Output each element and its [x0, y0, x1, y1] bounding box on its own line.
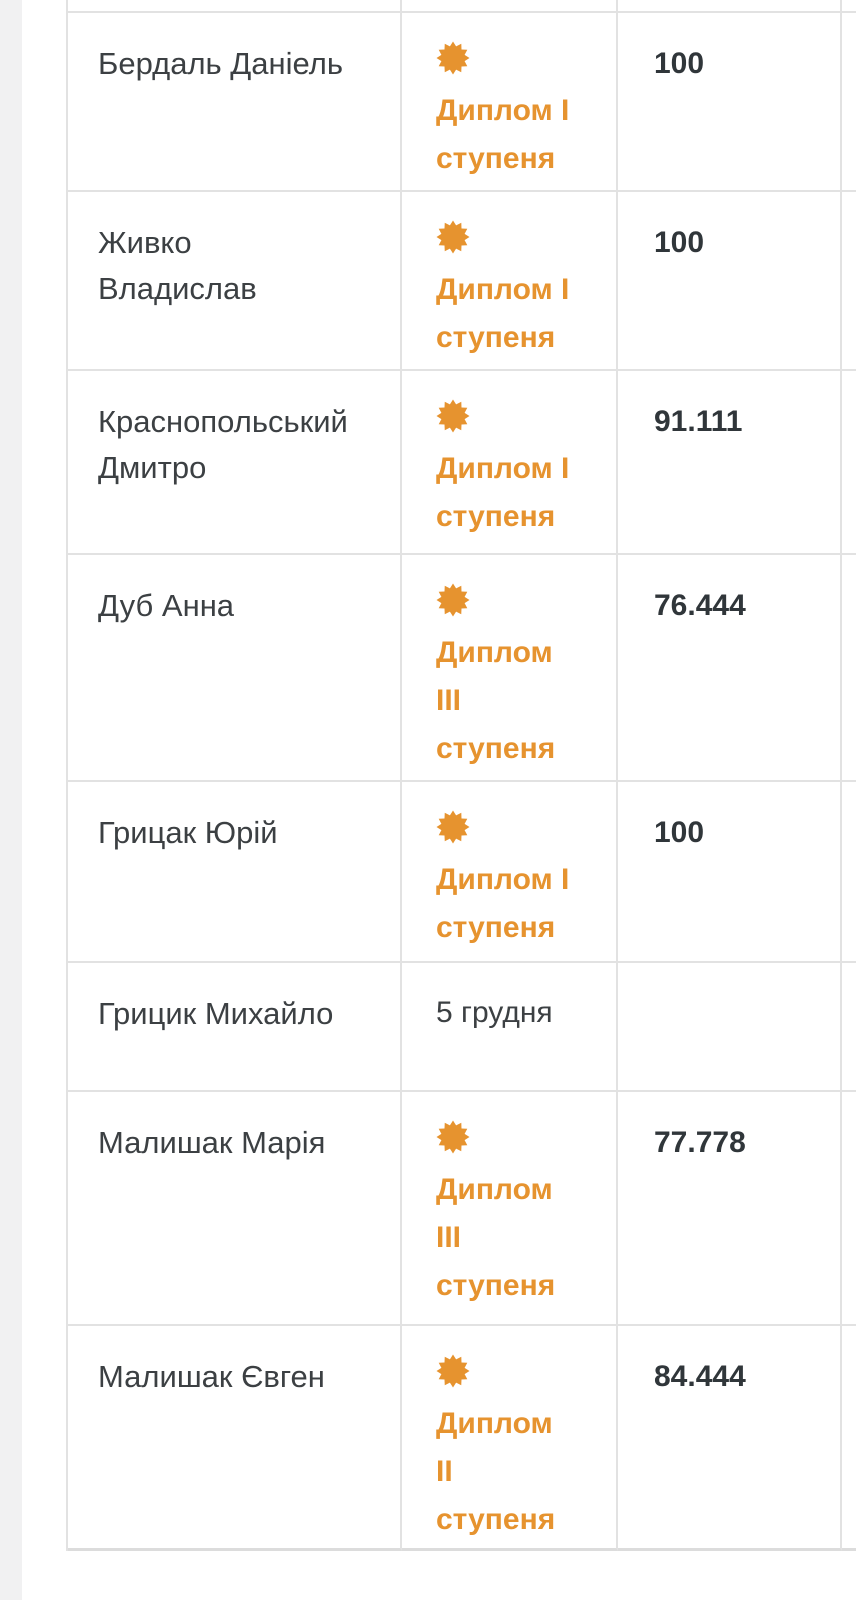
award-seal-icon	[436, 41, 470, 75]
award-seal-icon	[436, 399, 470, 433]
extra-cell	[842, 13, 856, 192]
score-cell: 100	[618, 192, 842, 371]
partial-row-cell	[68, 0, 402, 13]
partial-row-cell	[618, 0, 842, 13]
award-link[interactable]: Диплом І ступеня	[436, 94, 570, 175]
award-cell: Диплом ІІ ступеня	[402, 1326, 618, 1551]
score-cell: 76.444	[618, 555, 842, 782]
award-link[interactable]: Диплом І ступеня	[436, 863, 570, 944]
award-link[interactable]: Диплом ІІІ ступеня	[436, 1173, 556, 1302]
extra-cell	[842, 782, 856, 963]
award-seal-icon	[436, 1354, 470, 1388]
student-name-cell: Грицик Михайло	[68, 963, 402, 1092]
award-seal-icon	[436, 1120, 470, 1154]
award-date-text: 5 грудня	[436, 996, 553, 1029]
extra-cell	[842, 1092, 856, 1326]
award-seal-icon	[436, 583, 470, 617]
award-cell: Диплом І ступеня	[402, 371, 618, 555]
score-cell: 100	[618, 13, 842, 192]
score-cell: 77.778	[618, 1092, 842, 1326]
extra-cell	[842, 555, 856, 782]
award-cell: Диплом І ступеня	[402, 13, 618, 192]
student-name-cell: Живко Владислав	[68, 192, 402, 371]
award-link[interactable]: Диплом ІІІ ступеня	[436, 636, 556, 765]
award-link[interactable]: Диплом ІІ ступеня	[436, 1407, 556, 1536]
partial-row-cell	[842, 0, 856, 13]
score-cell: 84.444	[618, 1326, 842, 1551]
award-cell: Диплом І ступеня	[402, 782, 618, 963]
score-cell	[618, 963, 842, 1092]
award-link[interactable]: Диплом І ступеня	[436, 452, 570, 533]
student-name-cell: Малишак Євген	[68, 1326, 402, 1551]
award-cell: Диплом І ступеня	[402, 192, 618, 371]
award-seal-icon	[436, 810, 470, 844]
award-cell: Диплом ІІІ ступеня	[402, 1092, 618, 1326]
results-table: Бердаль Даніель Диплом І ступеня 100 Жив…	[66, 0, 856, 1551]
score-cell: 91.111	[618, 371, 842, 555]
award-link[interactable]: Диплом І ступеня	[436, 273, 570, 354]
page-left-gutter	[0, 0, 22, 1600]
student-name-cell: Малишак Марія	[68, 1092, 402, 1326]
partial-row-cell	[402, 0, 618, 13]
extra-cell	[842, 371, 856, 555]
student-name-cell: Дуб Анна	[68, 555, 402, 782]
student-name-cell: Краснопольський Дмитро	[68, 371, 402, 555]
extra-cell	[842, 963, 856, 1092]
extra-cell	[842, 1326, 856, 1551]
student-name-cell: Грицак Юрій	[68, 782, 402, 963]
award-seal-icon	[436, 220, 470, 254]
award-cell: Диплом ІІІ ступеня	[402, 555, 618, 782]
extra-cell	[842, 192, 856, 371]
score-cell: 100	[618, 782, 842, 963]
student-name-cell: Бердаль Даніель	[68, 13, 402, 192]
award-cell: 5 грудня	[402, 963, 618, 1092]
